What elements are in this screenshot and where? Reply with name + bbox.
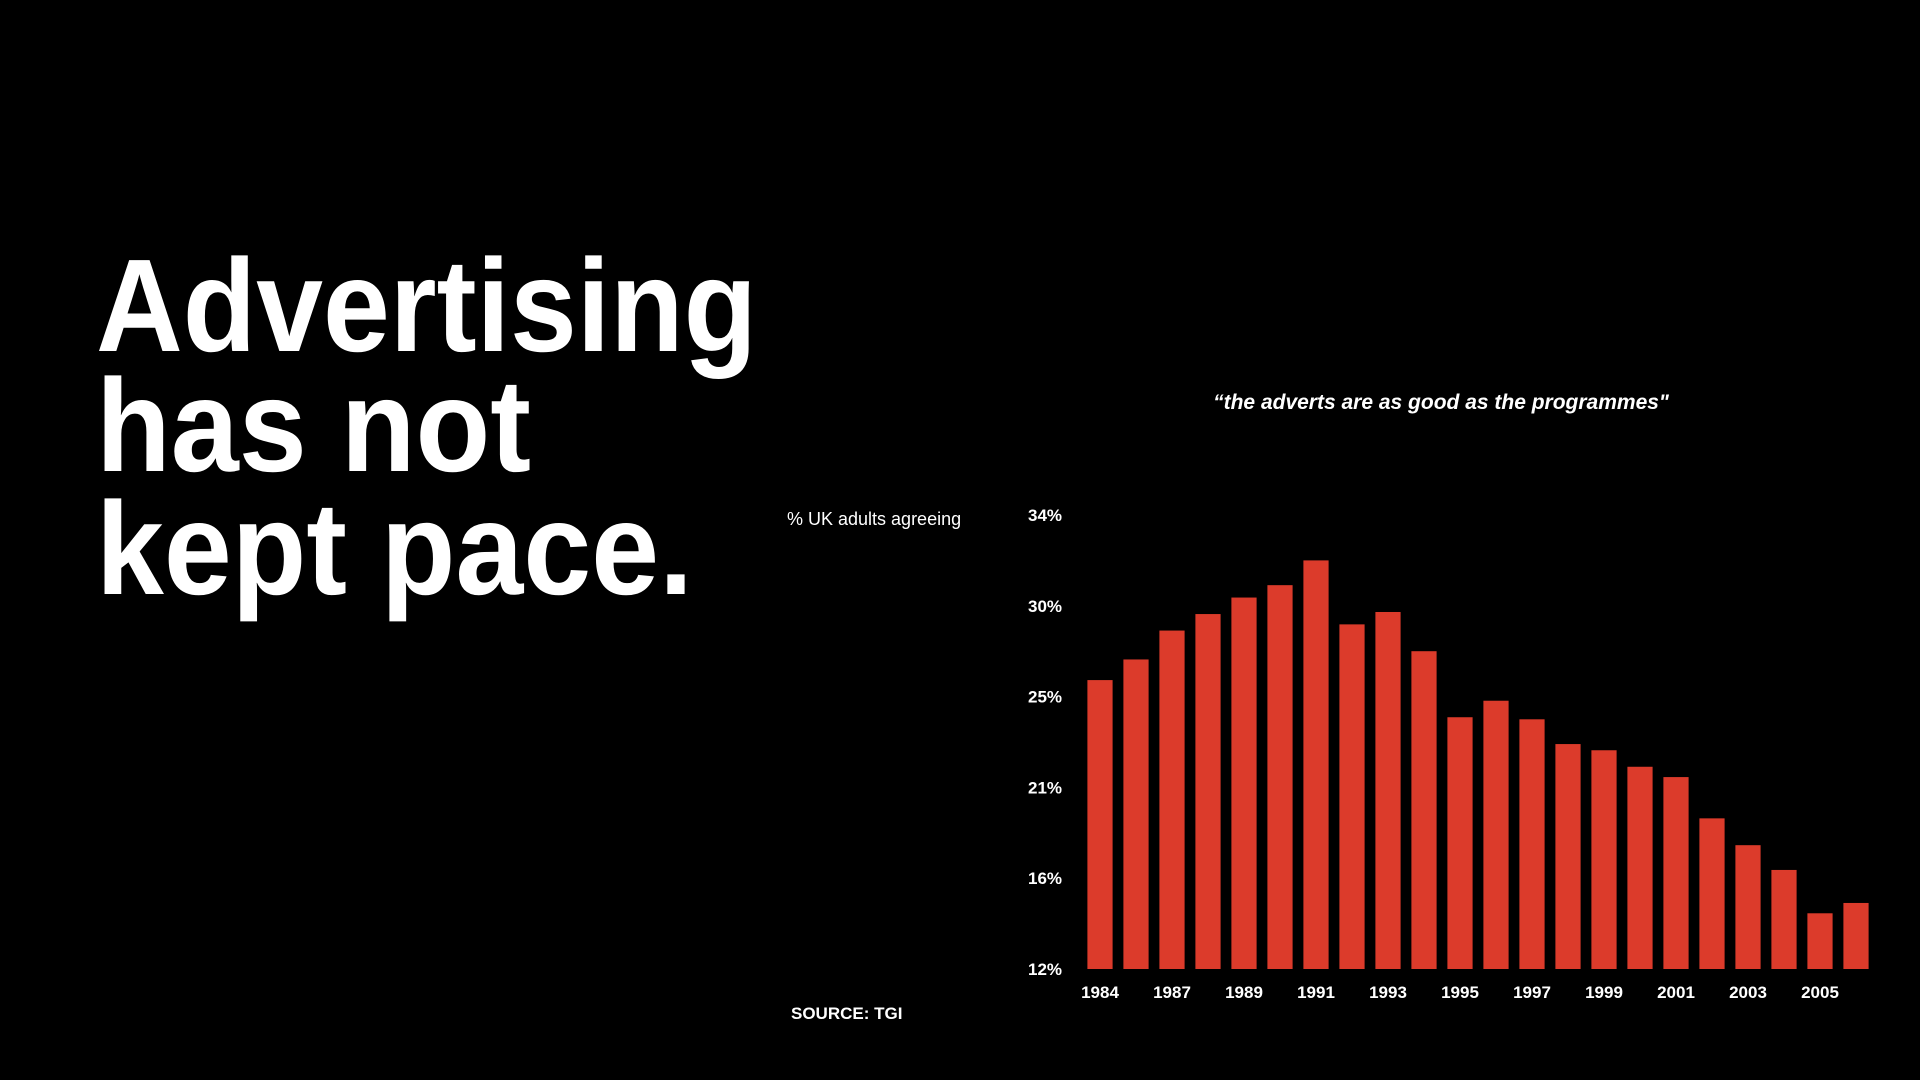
bar	[1699, 818, 1725, 969]
bar	[1807, 913, 1833, 969]
x-tick-label: 1993	[1369, 983, 1407, 1002]
y-tick-label: 34%	[1028, 506, 1062, 525]
y-tick-label: 21%	[1028, 778, 1062, 797]
y-tick-label: 12%	[1028, 960, 1062, 979]
y-tick-label: 30%	[1028, 597, 1062, 616]
headline: kept pace.	[96, 475, 693, 622]
x-tick-label: 1989	[1225, 983, 1263, 1002]
x-tick-label: 1995	[1441, 983, 1479, 1002]
x-tick-label: 1984	[1081, 983, 1119, 1002]
bar	[1483, 700, 1509, 969]
bar	[1519, 719, 1545, 969]
y-axis-label: % UK adults agreeing	[787, 509, 961, 529]
bar	[1375, 611, 1401, 969]
bar	[1195, 614, 1221, 969]
bar	[1447, 717, 1473, 969]
headline: Advertising	[96, 232, 757, 379]
x-tick-label: 2005	[1801, 983, 1839, 1002]
bar	[1843, 902, 1869, 969]
source: SOURCE: TGI	[791, 1004, 902, 1023]
bar	[1591, 750, 1617, 969]
headline: has not	[96, 352, 531, 499]
bar	[1159, 630, 1185, 969]
y-tick-label: 25%	[1028, 688, 1062, 707]
bar	[1663, 777, 1689, 969]
y-tick-label: 16%	[1028, 869, 1062, 888]
x-tick-label: 2001	[1657, 983, 1695, 1002]
bar	[1267, 585, 1293, 969]
x-tick-label: 1987	[1153, 983, 1191, 1002]
x-tick-label: 2003	[1729, 983, 1767, 1002]
bar	[1735, 845, 1761, 969]
bar	[1411, 651, 1437, 969]
chart-title: “the adverts are as good as the programm…	[1213, 391, 1670, 414]
bar	[1123, 659, 1149, 969]
bar	[1555, 744, 1581, 969]
x-tick-label: 1997	[1513, 983, 1551, 1002]
bar	[1087, 680, 1113, 969]
bar	[1339, 624, 1365, 969]
bar	[1303, 560, 1329, 969]
bar	[1771, 869, 1797, 969]
x-tick-label: 1991	[1297, 983, 1335, 1002]
bar	[1231, 597, 1257, 969]
x-tick-label: 1999	[1585, 983, 1623, 1002]
bar	[1627, 766, 1653, 969]
